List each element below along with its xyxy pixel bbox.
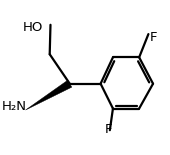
Text: H₂N: H₂N: [2, 100, 27, 113]
Text: HO: HO: [23, 21, 44, 34]
Text: F: F: [105, 123, 112, 136]
Text: F: F: [149, 31, 157, 44]
Polygon shape: [26, 80, 72, 110]
